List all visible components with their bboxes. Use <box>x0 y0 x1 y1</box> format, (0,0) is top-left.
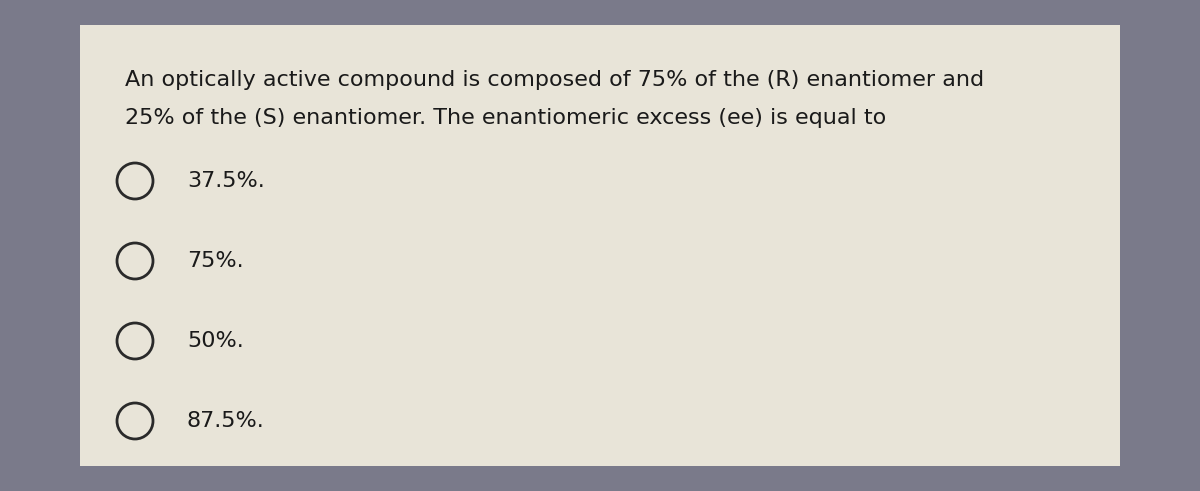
Text: 37.5%.: 37.5%. <box>187 171 265 191</box>
Text: 75%.: 75%. <box>187 251 244 271</box>
Text: An optically active compound is composed of 75% of the (R) enantiomer and: An optically active compound is composed… <box>125 70 984 90</box>
Text: 87.5%.: 87.5%. <box>187 411 265 431</box>
Bar <box>80 25 1120 466</box>
Text: 25% of the (S) enantiomer. The enantiomeric excess (ee) is equal to: 25% of the (S) enantiomer. The enantiome… <box>125 108 887 128</box>
Text: 50%.: 50%. <box>187 331 244 351</box>
